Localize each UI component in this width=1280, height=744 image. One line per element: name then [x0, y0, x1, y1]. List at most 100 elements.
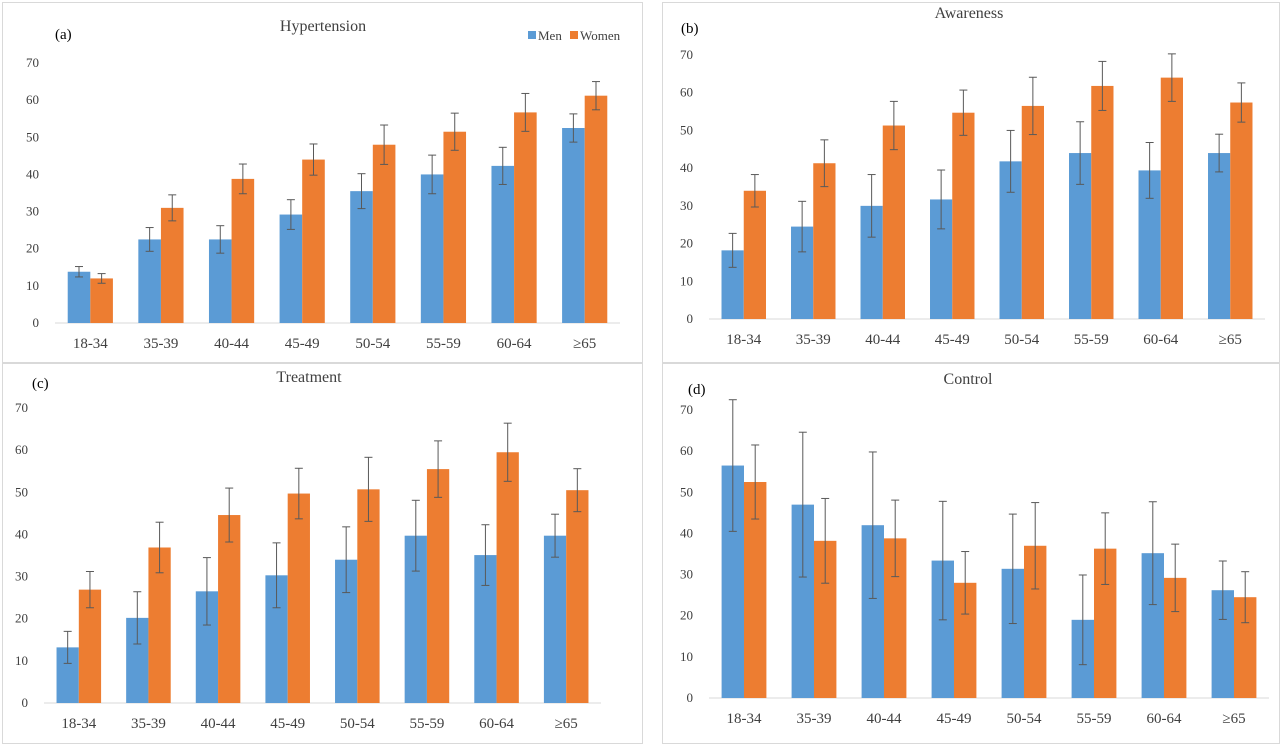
chart-title: Hypertension	[280, 18, 366, 35]
y-tick-label: 10	[680, 649, 693, 664]
bar-men	[791, 504, 814, 698]
y-tick-label: 30	[26, 204, 39, 219]
bar-women	[566, 490, 589, 703]
x-tick-label: 40-44	[867, 711, 902, 727]
y-tick-label: 10	[15, 653, 28, 668]
x-tick-label: 50-54	[340, 716, 375, 732]
bar-men	[208, 239, 232, 323]
bar-women	[882, 125, 905, 319]
chart-svg: Treatment (c) 0 10 20 30 40 50 60 70 18-34 35-39 40-…	[15, 369, 601, 732]
y-tick-label: 40	[26, 166, 39, 181]
x-tick-label: 60-64	[479, 716, 514, 732]
y-tick-label: 20	[26, 241, 39, 256]
bar-men	[1211, 590, 1234, 698]
bar-women	[954, 582, 977, 698]
bar-women	[884, 538, 907, 698]
y-tick-label: 60	[680, 443, 693, 458]
bar-women	[514, 112, 537, 324]
x-tick-label: 50-54	[1004, 332, 1039, 348]
bar-women	[443, 131, 467, 323]
bar-women	[743, 190, 766, 319]
x-tick-label: 60-64	[1147, 711, 1182, 727]
y-tick-label: 0	[687, 311, 694, 326]
bar-men	[350, 191, 373, 323]
bar-women	[1024, 545, 1047, 698]
chart-title: Treatment	[276, 369, 342, 386]
x-tick-label: 60-64	[1143, 332, 1178, 348]
chart-panel-treatment: Treatment (c) 0 10 20 30 40 50 60 70 18-34 35-39 40-…	[2, 363, 643, 744]
y-tick-label: 20	[680, 236, 693, 251]
bar-women	[302, 159, 325, 323]
y-tick-label: 60	[26, 92, 39, 107]
bar-men	[999, 161, 1022, 319]
chart-title: Control	[944, 371, 993, 388]
y-tick-label: 70	[26, 55, 39, 70]
bar-women	[1091, 85, 1114, 319]
bar-men	[138, 239, 161, 323]
bar-men	[721, 465, 744, 698]
x-tick-label: 45-49	[285, 336, 320, 352]
chart-svg: Awareness (b) 0 10 20 30 40 50 60 70 18-34 35-39 40-…	[680, 5, 1265, 348]
chart-svg: Control (d) 0 10 20 30 40 50 60 70 18-34 35-39 40-44…	[680, 371, 1269, 727]
bar-men	[861, 525, 884, 698]
y-tick-label: 30	[680, 567, 693, 582]
panel-label: (c)	[32, 376, 49, 392]
bar-men	[1138, 170, 1161, 319]
x-tick-label: 18-34	[726, 332, 761, 348]
x-tick-label: 55-59	[426, 336, 461, 352]
x-tick-label: 18-34	[61, 716, 96, 732]
x-tick-label: 55-59	[1077, 711, 1112, 727]
y-tick-label: 70	[680, 47, 693, 62]
bar-women	[231, 178, 255, 323]
bar-men	[195, 591, 219, 703]
chart-title: Awareness	[935, 5, 1004, 22]
y-tick-label: 30	[15, 569, 28, 584]
x-tick-label: 35-39	[796, 332, 831, 348]
bar-men	[1069, 153, 1092, 319]
bar-men	[791, 226, 814, 319]
x-tick-label: 55-59	[409, 716, 444, 732]
x-tick-label: 40-44	[201, 716, 236, 732]
bar-women	[90, 278, 113, 323]
legend-label: Women	[580, 28, 621, 43]
x-tick-label: 50-54	[355, 336, 390, 352]
x-tick-label: 55-59	[1074, 332, 1109, 348]
bar-men	[1001, 568, 1024, 698]
y-tick-label: 40	[15, 526, 28, 541]
y-tick-label: 0	[22, 695, 29, 710]
y-tick-label: 40	[680, 160, 693, 175]
legend-swatch-women	[570, 31, 578, 39]
bar-men	[860, 205, 883, 319]
y-tick-label: 70	[15, 400, 28, 415]
x-tick-label: 18-34	[73, 336, 108, 352]
bar-men	[491, 165, 515, 323]
bar-women	[1234, 597, 1257, 698]
bar-women	[1021, 105, 1044, 320]
x-tick-label: 45-49	[937, 711, 972, 727]
x-tick-label: 50-54	[1007, 711, 1042, 727]
bar-women	[814, 540, 837, 698]
chart-panel-control: Control (d) 0 10 20 30 40 50 60 70 18-34 35-39 40-44…	[662, 363, 1280, 744]
y-tick-label: 0	[33, 315, 40, 330]
bar-men	[67, 271, 91, 323]
x-tick-label: 35-39	[797, 711, 832, 727]
y-tick-label: 50	[26, 129, 39, 144]
bar-women	[218, 515, 241, 703]
x-tick-label: ≥65	[1219, 332, 1242, 348]
y-tick-label: 60	[15, 442, 28, 457]
bar-men	[335, 559, 358, 703]
y-tick-label: 10	[680, 273, 693, 288]
bar-women	[1094, 548, 1117, 698]
bar-women	[813, 163, 836, 319]
bar-men	[930, 199, 953, 319]
bar-women	[78, 589, 102, 703]
bar-women	[287, 493, 310, 703]
bar-women	[357, 489, 380, 703]
bar-men	[126, 617, 149, 703]
bar-men	[543, 535, 567, 703]
x-tick-label: 40-44	[214, 336, 249, 352]
bar-men	[721, 250, 744, 319]
bar-women	[496, 452, 519, 703]
y-tick-label: 70	[680, 402, 693, 417]
legend-label: Men	[538, 28, 562, 43]
